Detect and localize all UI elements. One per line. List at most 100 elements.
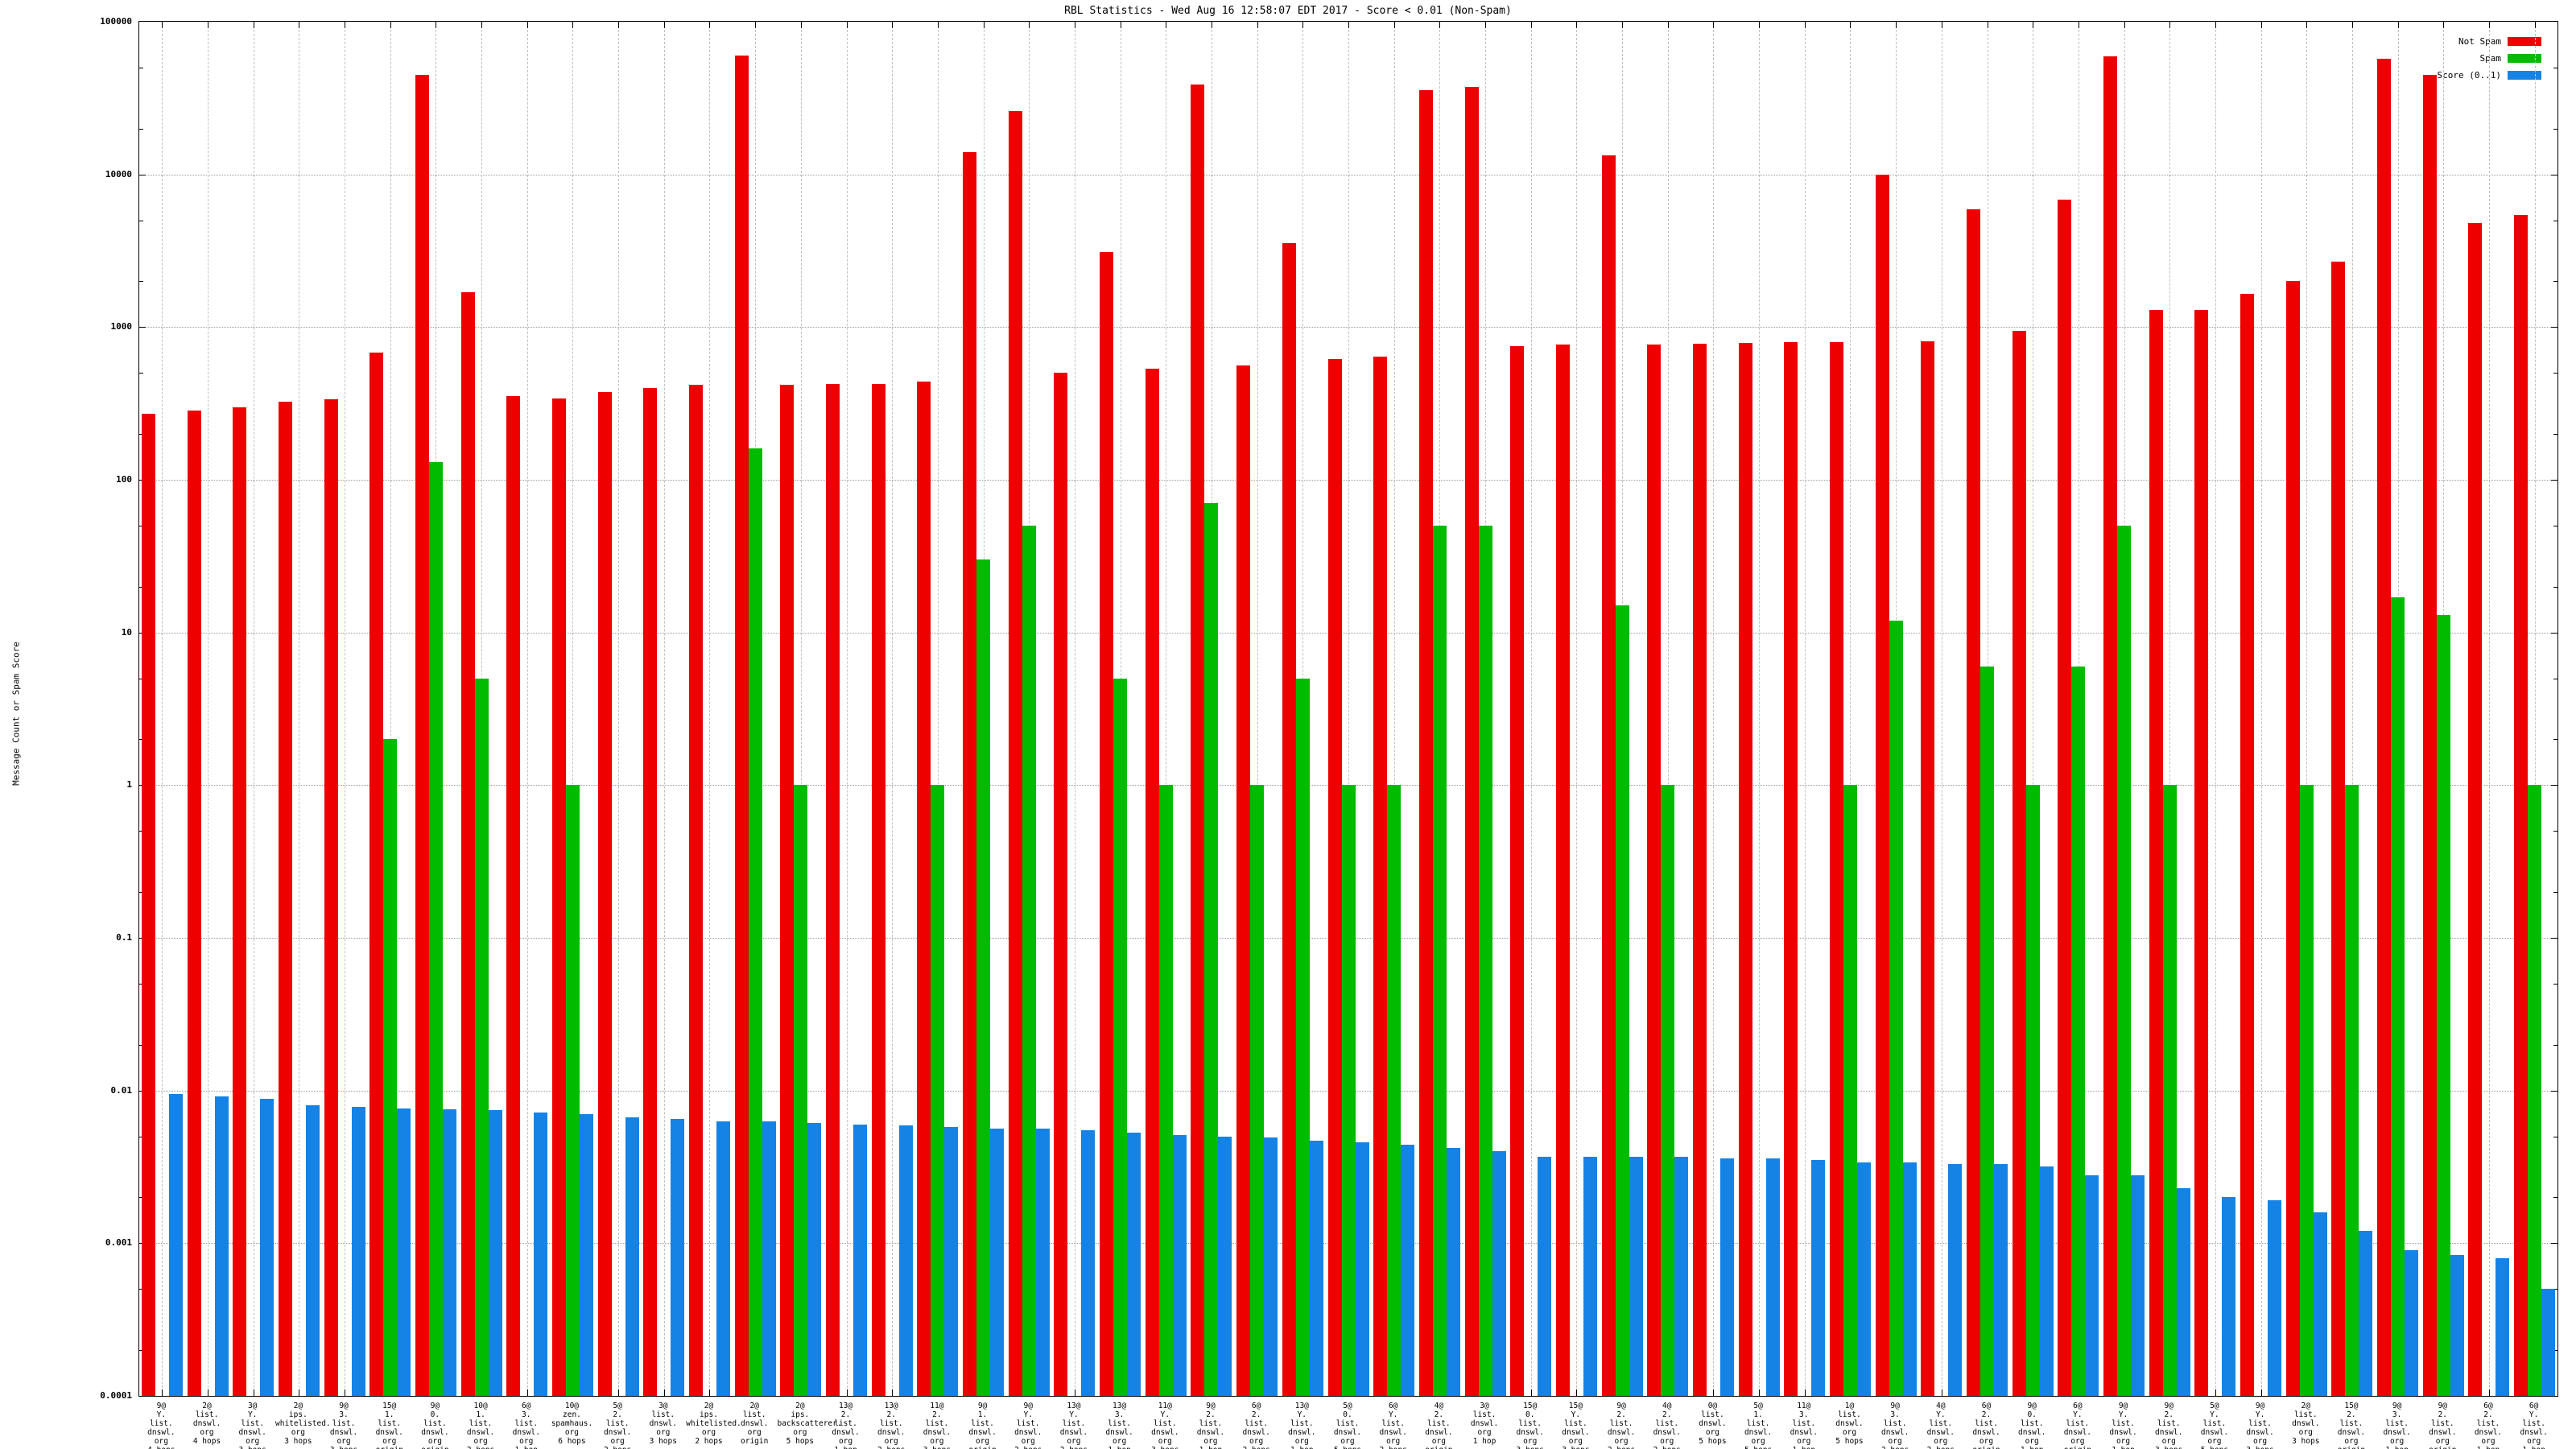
y-tick-label: 0.1 <box>116 932 132 943</box>
bar-score <box>762 1121 776 1396</box>
legend-label: Score (0..1) <box>2437 70 2501 80</box>
bar-not-spam <box>1100 252 1114 1396</box>
x-tick-label: 13@ Y. list. dnswl. org 2 hops <box>1059 1402 1088 1449</box>
bar-spam <box>2117 526 2132 1396</box>
y-minor-tick <box>139 1349 143 1351</box>
x-tick <box>2488 22 2490 28</box>
v-gridline <box>1348 22 1349 1396</box>
bar-spam <box>1889 620 1903 1396</box>
bar-not-spam <box>688 384 703 1396</box>
bar-not-spam <box>551 398 566 1396</box>
bar-not-spam <box>1875 174 1889 1396</box>
x-tick <box>2443 22 2445 28</box>
y-minor-tick <box>139 891 143 893</box>
x-tick <box>1804 22 1806 28</box>
v-gridline <box>2215 22 2216 1396</box>
y-minor-tick <box>139 1197 143 1199</box>
x-tick-label: 15@ 2. list. dnswl. org origin <box>2337 1402 2366 1449</box>
bar-not-spam <box>2377 59 2392 1396</box>
x-tick-label: 9@ 3. list. dnswl. org 2 hops <box>1880 1402 1909 1449</box>
x-tick-label: 13@ 2. list. dnswl. org 2 hops <box>877 1402 906 1449</box>
bar-score <box>534 1112 548 1396</box>
v-gridline <box>1713 22 1715 1396</box>
x-tick-label: 3@ list. dnswl. org 3 hops <box>649 1402 677 1446</box>
bar-spam <box>1432 526 1447 1396</box>
x-tick <box>663 22 665 28</box>
x-tick-label: 5@ 2. list. dnswl. org 2 hops <box>603 1402 632 1449</box>
x-tick-label: 0@ list. dnswl. org 5 hops <box>1699 1402 1727 1446</box>
y-tick-label: 0.0001 <box>100 1390 132 1401</box>
x-tick <box>892 1389 894 1396</box>
x-tick-label: 9@ Y. list. dnswl. org 4 hops <box>147 1402 175 1449</box>
bar-score <box>2541 1289 2556 1396</box>
x-tick <box>1804 1389 1806 1396</box>
y-minor-tick <box>2553 128 2557 130</box>
bar-score <box>2496 1257 2510 1396</box>
y-tick-label: 100000 <box>100 16 132 27</box>
v-gridline <box>663 22 665 1396</box>
v-gridline <box>1667 22 1669 1396</box>
bar-score <box>1492 1151 1506 1396</box>
y-minor-tick <box>139 831 143 832</box>
bar-score <box>2313 1212 2327 1396</box>
x-tick-label: 3@ Y. list. dnswl. org 3 hops <box>238 1402 266 1449</box>
v-gridline <box>800 22 802 1396</box>
v-gridline <box>1530 22 1532 1396</box>
bar-spam <box>1113 678 1128 1396</box>
bar-score <box>716 1121 730 1396</box>
x-tick-label: 9@ 0. list. dnswl. org 1 hop <box>2018 1402 2046 1449</box>
y-minor-tick <box>2553 373 2557 374</box>
bar-not-spam <box>506 395 521 1396</box>
bar-spam <box>794 785 808 1396</box>
bar-not-spam <box>1191 85 1205 1396</box>
bar-spam <box>2025 785 2040 1396</box>
bar-score <box>1674 1156 1689 1396</box>
bar-score <box>990 1129 1005 1396</box>
y-minor-tick <box>2553 433 2557 435</box>
x-tick-label: 11@ Y. list. dnswl. org 3 hops <box>1151 1402 1179 1449</box>
x-tick <box>1667 22 1669 28</box>
y-minor-tick <box>2553 1044 2557 1046</box>
v-gridline <box>1576 22 1578 1396</box>
bar-not-spam <box>2514 215 2529 1396</box>
v-gridline <box>709 22 711 1396</box>
y-tick-label: 1 <box>126 779 132 791</box>
bar-spam <box>2528 785 2542 1396</box>
bar-score <box>1127 1132 1141 1396</box>
x-tick-label: 5@ 0. list. dnswl. org 5 hops <box>1333 1402 1362 1449</box>
bar-score <box>1629 1156 1643 1396</box>
x-tick <box>846 1389 848 1396</box>
v-gridline <box>937 22 939 1396</box>
v-gridline <box>892 22 894 1396</box>
bar-not-spam <box>460 291 475 1396</box>
y-tick <box>139 327 146 328</box>
x-tick-label: 2@ list. dnswl. org origin <box>741 1402 769 1446</box>
v-gridline <box>572 22 574 1396</box>
v-gridline <box>2306 22 2308 1396</box>
v-gridline <box>162 22 163 1396</box>
bar-score <box>260 1099 275 1396</box>
bar-score <box>2268 1200 2282 1396</box>
v-gridline <box>2351 22 2353 1396</box>
y-minor-tick <box>139 128 143 130</box>
bar-not-spam <box>963 151 977 1396</box>
bar-not-spam <box>734 56 749 1396</box>
bar-not-spam <box>1510 346 1525 1396</box>
x-tick-label: 13@ Y. list. dnswl. org 1 hop <box>1288 1402 1316 1449</box>
bar-spam <box>2299 785 2314 1396</box>
bar-score <box>1811 1160 1826 1396</box>
x-tick-label: 11@ 3. list. dnswl. org 1 hop <box>1790 1402 1818 1449</box>
bar-spam <box>2071 666 2086 1396</box>
y-minor-tick <box>2553 586 2557 588</box>
y-tick <box>2551 938 2557 939</box>
v-gridline <box>1850 22 1852 1396</box>
v-gridline <box>390 22 391 1396</box>
legend-item: Score (0..1) <box>2438 67 2541 84</box>
x-tick-label: 5@ Y. list. dnswl. org 5 hops <box>2200 1402 2229 1449</box>
bar-score <box>2405 1250 2419 1396</box>
bar-not-spam <box>1601 155 1616 1396</box>
y-tick <box>2551 1090 2557 1092</box>
x-tick <box>1622 22 1624 28</box>
bar-not-spam <box>141 414 155 1396</box>
bar-not-spam <box>597 392 612 1396</box>
